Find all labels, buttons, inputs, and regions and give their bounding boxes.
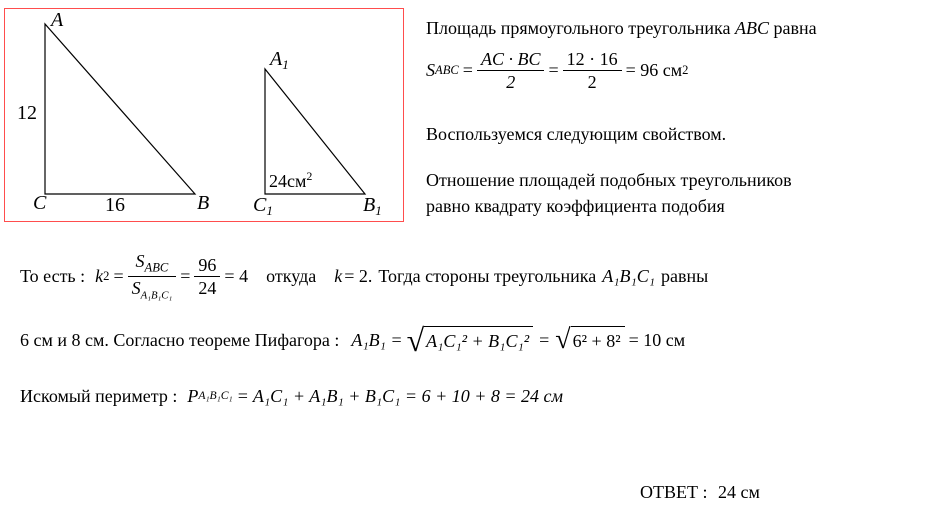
f1-S: S [426,58,435,83]
l8-Psub: A₁B₁C₁ [198,388,232,404]
l6-eq2: = [180,264,190,289]
label-C1: C1 [253,194,273,218]
l6-fn2: 96 [194,256,220,277]
l6-fd1s: A₁B₁C₁ [141,290,173,302]
l6-fn1: S [136,251,145,271]
answer-val: 24 см [718,482,760,502]
f1-sq: 2 [682,62,688,80]
line4: Отношение площадей подобных треугольнико… [426,168,792,193]
line7: 6 см и 8 см. Согласно теореме Пифагора :… [20,326,930,354]
l6-tri: A₁B₁C₁ [602,264,655,289]
l6-fd1: S [132,278,141,298]
l7-rhs: = 10 см [629,328,686,353]
f1-den2: 2 [563,71,622,91]
line1: Площадь прямоугольного треугольника ABC … [426,16,817,41]
l8-P: P [187,384,198,409]
l6-eq1: = [113,264,123,289]
l6-rhs: = 4 [224,264,248,289]
line1-end: равна [774,18,817,38]
line1-text: Площадь прямоугольного треугольника [426,18,731,38]
line1-var: ABC [735,18,769,38]
answer-label: ОТВЕТ : [640,482,708,502]
label-12: 12 [17,102,37,124]
f1-num2: 12 · 16 [563,50,622,71]
l8-expr: = A₁C₁ + A₁B₁ + B₁C₁ = 6 + 10 + 8 = 24 с… [237,384,563,409]
f1-den1: 2 [477,71,545,91]
l8-pre: Искомый периметр : [20,384,177,409]
formula1: S ABC = AC · BC 2 = 12 · 16 2 = 96 см 2 [426,50,688,91]
f1-eq2: = [548,58,558,83]
l6-pre: То есть : [20,264,85,289]
label-C: C [33,192,47,214]
l7-pre: 6 см и 8 см. Согласно теореме Пифагора : [20,328,339,353]
f1-eq1: = [463,58,473,83]
l6-frac2: 96 24 [194,256,220,297]
label-B1: B1 [363,194,382,218]
label-A1: A1 [268,48,289,72]
line8: Искомый периметр : P A₁B₁C₁ = A₁C₁ + A₁B… [20,384,930,409]
l6-kval: = 2. [344,264,372,289]
label-A: A [49,9,64,31]
l6-post: Тогда стороны треугольника [378,264,596,289]
line3: Воспользуемся следующим свойством. [426,122,726,147]
f1-Ssub: ABC [435,62,459,80]
answer: ОТВЕТ : 24 см [640,480,760,505]
l6-k2sup: 2 [103,268,109,286]
l7-lhs: A₁B₁ = [351,328,402,353]
diagram-svg: A C B 12 16 A1 C1 B1 24см2 [5,9,403,221]
f1-num1: AC · BC [477,50,545,71]
f1-frac2: 12 · 16 2 [563,50,622,91]
l6-fd2: 24 [194,277,220,297]
label-area: 24см2 [269,169,312,191]
diagram-border: A C B 12 16 A1 C1 B1 24см2 [4,8,404,222]
label-16: 16 [105,194,125,216]
line6: То есть : k 2 = SABC SA₁B₁C₁ = 96 24 = 4… [20,252,930,302]
l7-sqrt2: 6² + 8² [571,326,625,354]
l6-k: k [95,264,103,289]
triangle-abc [45,24,195,194]
page-canvas: A C B 12 16 A1 C1 B1 24см2 Площадь прямо… [0,0,948,520]
l6-post2: равны [661,264,708,289]
l7-eqm: = [539,328,549,353]
l7-sqrt1: A₁C₁² + B₁C₁² [424,326,533,354]
f1-rhs: = 96 см [626,58,683,83]
label-B: B [197,192,209,214]
l6-fn1s: ABC [145,261,169,275]
line5: равно квадрату коэффициента подобия [426,194,725,219]
f1-frac1: AC · BC 2 [477,50,545,91]
l6-frac1: SABC SA₁B₁C₁ [128,252,177,302]
l6-kk: k [334,264,342,289]
l6-mid: откуда [266,264,316,289]
